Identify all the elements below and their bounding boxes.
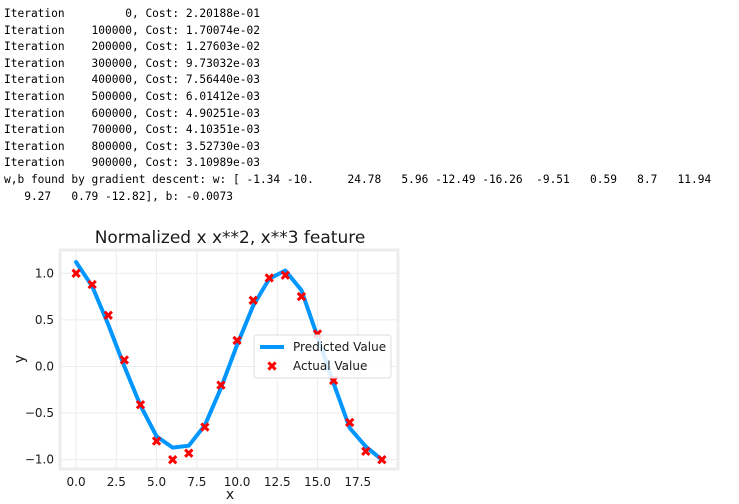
point-stroke	[361, 446, 371, 456]
data-point-actual	[71, 268, 81, 278]
y-tick-label: 0.5	[35, 313, 54, 327]
grid	[60, 250, 398, 469]
point-stroke	[151, 436, 162, 446]
x-tick-label: 12.5	[264, 475, 291, 489]
chart: Normalized x x**2, x**3 feature 0.0 2.5 5.…	[12, 228, 400, 503]
point-stroke	[119, 355, 130, 365]
console-line: Iteration 700000, Cost: 4.10351e-03	[4, 123, 260, 137]
point-stroke	[377, 455, 387, 465]
console-line: Iteration 0, Cost: 2.20188e-01	[4, 7, 260, 20]
console-line: Iteration 600000, Cost: 4.90251e-03	[4, 106, 260, 120]
point-stroke	[71, 268, 81, 278]
console-line: Iteration 400000, Cost: 7.56440e-03	[4, 73, 260, 87]
data-point-actual	[345, 417, 355, 428]
point-stroke	[87, 279, 97, 290]
data-point-actual	[232, 335, 242, 346]
y-tick-label: −0.5	[25, 406, 54, 420]
point-stroke	[216, 380, 226, 390]
legend-label: Actual Value	[293, 359, 367, 373]
x-tick-label: 0.0	[67, 475, 86, 489]
console-output: Iteration 0, Cost: 2.20188e-01 Iteration …	[4, 6, 736, 205]
x-tick-label: 10.0	[224, 475, 251, 489]
y-tick-label: 0.0	[35, 359, 54, 373]
point-stroke	[248, 295, 258, 305]
chart-title: Normalized x x**2, x**3 feature	[95, 228, 366, 248]
data-point-actual	[135, 400, 146, 410]
data-point-actual	[103, 310, 113, 320]
data-point-actual	[151, 436, 162, 446]
point-stroke	[345, 417, 355, 428]
console-line: Iteration 200000, Cost: 1.27603e-02	[4, 40, 260, 54]
x-tick-label: 2.5	[107, 475, 126, 489]
point-stroke	[296, 291, 307, 302]
data-point-actual	[248, 295, 258, 305]
point-stroke	[264, 273, 274, 283]
data-point-actual	[264, 273, 274, 283]
legend-box	[253, 334, 392, 379]
data-point-actual	[200, 422, 210, 432]
x-axis-label: x	[226, 487, 234, 503]
y-tick-label: −1.0	[25, 453, 54, 467]
console-line: Iteration 300000, Cost: 9.73032e-03	[4, 56, 260, 70]
y-axis-ticks: 1.0 0.5 0.0 −0.5 −1.0	[25, 266, 54, 466]
legend-swatch-marker	[267, 361, 277, 371]
series-layer	[71, 260, 387, 465]
x-tick-label: 7.5	[187, 475, 206, 489]
point-stroke	[103, 310, 113, 320]
point-stroke	[135, 400, 146, 410]
console-line: w,b found by gradient descent: w: [ -1.3…	[4, 172, 712, 186]
data-point-actual	[377, 455, 387, 465]
console-line: 9.27 0.79 -12.82], b: -0.0073	[4, 189, 234, 203]
console-line: Iteration 100000, Cost: 1.70074e-02	[4, 23, 260, 37]
data-point-actual	[296, 291, 307, 302]
data-point-actual	[361, 446, 371, 456]
y-tick-label: 1.0	[35, 266, 54, 280]
x-tick-label: 17.5	[344, 475, 371, 489]
x-axis-ticks: 0.0 2.5 5.0 7.5 10.0 12.5 15.0 17.5	[67, 475, 372, 489]
point-stroke	[267, 361, 277, 371]
data-point-actual	[216, 380, 226, 390]
point-stroke	[200, 422, 210, 432]
data-point-actual	[87, 279, 97, 290]
x-tick-label: 15.0	[304, 475, 331, 489]
console-line: Iteration 500000, Cost: 6.01412e-03	[4, 89, 260, 103]
legend: Predicted Value Actual Value	[253, 334, 392, 379]
data-point-actual	[184, 448, 194, 458]
y-axis-label: y	[12, 355, 28, 363]
console-line: Iteration 800000, Cost: 3.52730e-03	[4, 139, 260, 153]
data-point-actual	[168, 455, 178, 465]
legend-label: Predicted Value	[293, 340, 386, 354]
console-line: Iteration 900000, Cost: 3.10989e-03	[4, 156, 260, 170]
point-stroke	[168, 455, 178, 465]
data-point-actual	[119, 355, 130, 365]
point-stroke	[184, 448, 194, 458]
data-point-actual	[280, 270, 290, 280]
point-stroke	[232, 335, 242, 346]
point-stroke	[280, 270, 290, 280]
x-tick-label: 5.0	[147, 475, 166, 489]
